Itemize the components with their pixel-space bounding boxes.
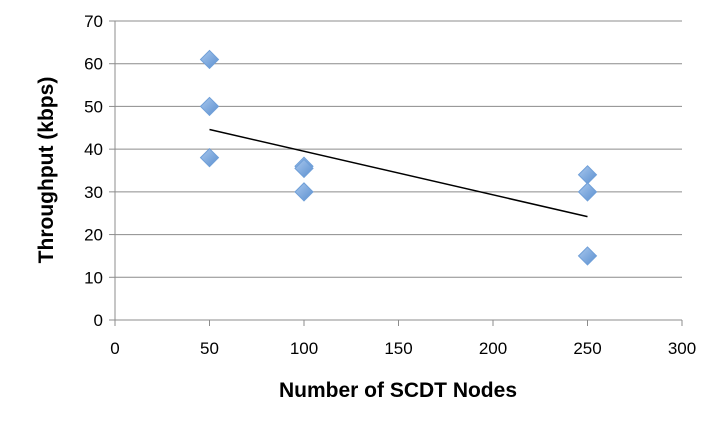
y-axis-title: Throughput (kbps) xyxy=(35,77,58,264)
data-point-0-6 xyxy=(577,165,598,185)
y-tick-label-0: 0 xyxy=(94,311,103,330)
x-tick-label-250: 250 xyxy=(573,339,601,358)
y-tick-label-10: 10 xyxy=(84,268,103,287)
data-point-0-0 xyxy=(199,49,220,70)
x-axis-tick-labels: 0 50 100 150 200 250 300 xyxy=(110,339,696,358)
axes xyxy=(109,20,683,326)
x-tick-label-100: 100 xyxy=(290,339,318,358)
x-axis-title: Number of SCDT Nodes xyxy=(279,379,517,402)
y-tick-label-50: 50 xyxy=(84,97,103,116)
y-tick-label-60: 60 xyxy=(84,55,103,74)
y-axis-tick-labels: 0 10 20 30 40 50 60 70 xyxy=(84,12,103,330)
x-tick-label-0: 0 xyxy=(110,339,119,358)
data-point-0-2 xyxy=(199,147,220,168)
x-tick-label-200: 200 xyxy=(479,339,507,358)
trendline xyxy=(209,128,588,218)
trendline-layer xyxy=(209,128,588,218)
data-points xyxy=(199,49,598,266)
y-tick-label-40: 40 xyxy=(84,140,103,159)
y-tick-label-30: 30 xyxy=(84,183,103,202)
y-tick-label-70: 70 xyxy=(84,12,103,31)
x-tick-label-50: 50 xyxy=(200,339,219,358)
data-point-0-4 xyxy=(294,158,314,179)
data-point-0-7 xyxy=(577,182,598,202)
x-tick-label-150: 150 xyxy=(384,339,412,358)
x-tick-label-300: 300 xyxy=(668,339,696,358)
data-point-0-5 xyxy=(294,182,314,202)
data-point-0-1 xyxy=(199,96,220,117)
y-tick-label-20: 20 xyxy=(84,226,103,245)
data-point-0-8 xyxy=(577,246,598,266)
